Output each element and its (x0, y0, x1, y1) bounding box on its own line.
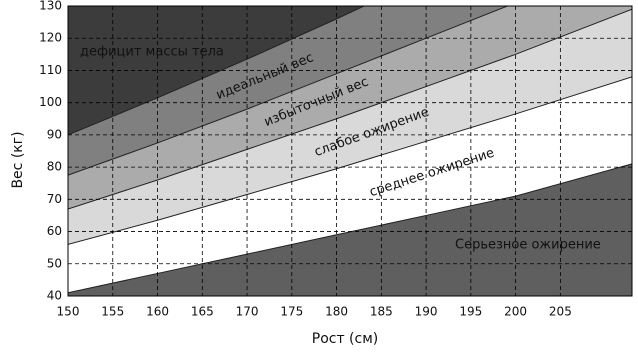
x-tick-label: 150 (57, 305, 80, 319)
x-tick-label: 165 (191, 305, 214, 319)
x-tick-label: 190 (415, 305, 438, 319)
y-tick-label: 120 (39, 31, 62, 45)
x-axis-title: Рост (см) (312, 331, 379, 347)
x-tick-label: 185 (370, 305, 393, 319)
zone-label: Серьезное ожирение (455, 238, 601, 253)
x-tick-label: 205 (549, 305, 572, 319)
y-tick-label: 110 (39, 63, 62, 77)
x-tick-label: 180 (325, 305, 348, 319)
x-tick-label: 170 (236, 305, 259, 319)
y-tick-label: 130 (39, 0, 62, 13)
x-tick-label: 200 (504, 305, 527, 319)
y-tick-label: 100 (39, 95, 62, 109)
y-axis-title: Вес (кг) (10, 131, 26, 188)
y-tick-label: 40 (47, 289, 62, 303)
y-tick-label: 60 (47, 224, 62, 238)
y-tick-label: 50 (47, 256, 62, 270)
x-tick-label: 175 (280, 305, 303, 319)
plot-frame (67, 5, 633, 297)
x-tick-label: 155 (101, 305, 124, 319)
y-tick-label: 70 (47, 192, 62, 206)
x-tick-label: 160 (146, 305, 169, 319)
y-tick-label: 90 (47, 127, 62, 141)
x-tick-label: 195 (459, 305, 482, 319)
zone-label: дефицит массы тела (80, 45, 224, 60)
y-tick-label: 80 (47, 160, 62, 174)
plot-area (68, 6, 632, 296)
